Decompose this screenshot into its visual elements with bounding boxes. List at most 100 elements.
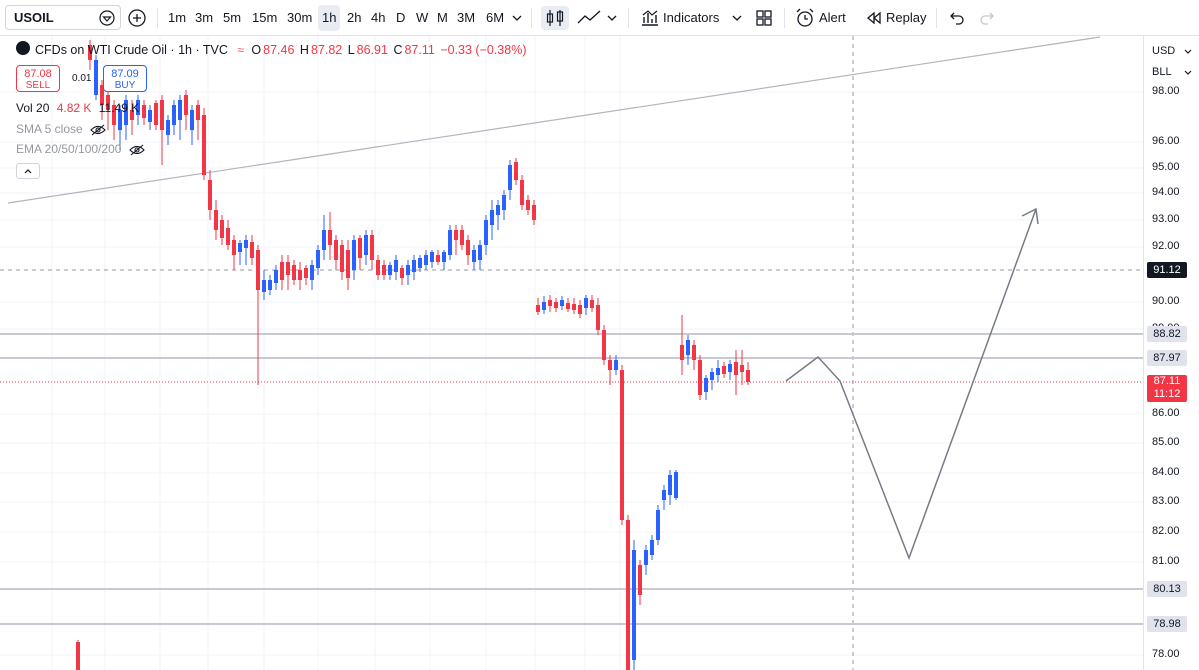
legend-title[interactable]: CFDs on WTI Crude Oil · 1h · TVC (35, 43, 228, 57)
candle-body (226, 228, 230, 245)
sell-price: 87.08 (24, 68, 52, 80)
volume-value-b: 11.49 K (98, 101, 140, 115)
close-value: 87.11 (404, 43, 435, 57)
candle-body (232, 240, 236, 255)
toolbar-divider (531, 8, 532, 28)
unit-selector[interactable]: BLL (1152, 66, 1172, 78)
symbol-search[interactable]: USOIL (5, 5, 121, 30)
candle-body (520, 180, 524, 205)
alarm-clock-icon[interactable] (793, 6, 817, 30)
timeframe-3m[interactable]: 3m (195, 10, 214, 25)
currency-selector[interactable]: USD (1152, 45, 1176, 57)
compare-symbol-icon[interactable] (98, 9, 116, 27)
candle-body (424, 255, 428, 265)
top-toolbar: USOIL 1m 3m 5m 15m 30m 1h 2h 4h D W M 3M 6M Indicato… (0, 0, 1199, 36)
timeframe-d[interactable]: D (396, 10, 406, 25)
candle-body (692, 345, 696, 360)
candles-chart-type-icon[interactable] (541, 6, 569, 30)
collapse-legend-button[interactable] (16, 163, 40, 179)
undo-icon[interactable] (944, 6, 968, 30)
timeframe-4h[interactable]: 4h (371, 10, 386, 25)
redo-icon[interactable] (976, 6, 1000, 30)
open-label: O (251, 43, 262, 57)
indicators-button[interactable]: Indicators (663, 10, 720, 25)
buy-button[interactable]: 87.09 BUY (103, 65, 147, 92)
candle-body (674, 472, 678, 498)
candle-body (686, 340, 690, 355)
candle-body (340, 245, 344, 272)
replay-rewind-icon[interactable] (862, 6, 886, 30)
low-label: L (347, 43, 355, 57)
price-tick-label: 85.00 (1152, 436, 1180, 448)
sma-indicator-row[interactable]: SMA 5 close (16, 122, 106, 136)
candle-body (406, 265, 410, 275)
price-level-label[interactable]: 91.12 (1147, 262, 1187, 278)
candle-body (502, 195, 506, 210)
price-level-label[interactable]: 87.97 (1147, 350, 1187, 366)
candlestick-chart[interactable] (0, 36, 1143, 670)
timeframe-w[interactable]: W (416, 10, 429, 25)
sell-button[interactable]: 87.08 SELL (16, 65, 60, 92)
toolbar-divider (628, 8, 629, 28)
candle-body (632, 550, 636, 660)
candle-body (388, 265, 392, 275)
current-price-value: 87.11 (1153, 375, 1181, 387)
line-chart-type-icon[interactable] (575, 6, 603, 30)
ema-indicator-row[interactable]: EMA 20/50/100/200 (16, 142, 145, 156)
add-symbol-icon[interactable] (125, 6, 149, 30)
timeframe-1h[interactable]: 1h (318, 5, 341, 31)
candle-body (274, 270, 278, 283)
indicators-chevron-down-icon[interactable] (730, 6, 744, 30)
candle-body (334, 240, 338, 260)
timeframe-2h[interactable]: 2h (347, 10, 362, 25)
candle-body (346, 250, 350, 278)
price-level-label[interactable]: 88.82 (1147, 326, 1187, 342)
timeframe-m[interactable]: M (437, 10, 448, 25)
hidden-eye-icon[interactable] (128, 144, 145, 156)
currency-chevron-down-icon[interactable] (1183, 46, 1193, 58)
candle-body (322, 230, 326, 250)
price-level-label[interactable]: 78.98 (1147, 616, 1187, 632)
candle-body (100, 85, 104, 105)
candle-body (244, 240, 248, 248)
projection-path (785, 208, 1037, 561)
timeframe-6m[interactable]: 6M (486, 10, 505, 25)
candle-body (572, 304, 576, 310)
replay-button[interactable]: Replay (886, 10, 927, 25)
buy-price: 87.09 (111, 68, 139, 80)
current-price-label: 87.11 11:12 (1147, 375, 1187, 402)
price-tick-label: 83.00 (1152, 495, 1180, 507)
candle-body (430, 252, 434, 262)
timeframe-3m[interactable]: 3M (457, 10, 476, 25)
candle-body (184, 95, 188, 115)
candle-body (746, 370, 750, 382)
volume-indicator-row[interactable]: Vol 20 4.82 K 11.49 K (16, 101, 139, 115)
chart-type-chevron-down-icon[interactable] (605, 6, 619, 30)
high-label: H (299, 43, 309, 57)
high-value: 87.82 (310, 43, 343, 57)
unit-chevron-down-icon[interactable] (1183, 67, 1193, 79)
candle-body (148, 110, 152, 122)
timeframe-30m[interactable]: 30m (287, 10, 313, 25)
indicators-icon[interactable] (638, 6, 662, 30)
price-tick-label: 94.00 (1152, 186, 1180, 198)
chart-pane[interactable] (0, 36, 1143, 670)
layout-grid-icon[interactable] (752, 6, 776, 30)
timeframe-1m[interactable]: 1m (168, 10, 187, 25)
legend-row: CFDs on WTI Crude Oil · 1h · TVC ≈ O 87.4… (35, 43, 528, 57)
timeframe-5m[interactable]: 5m (223, 10, 242, 25)
timeframe-15m[interactable]: 15m (252, 10, 278, 25)
candle-body (370, 235, 374, 260)
candle-body (514, 162, 518, 180)
timeframe-chevron-down-icon[interactable] (510, 6, 524, 30)
candle-body (256, 250, 260, 290)
candle-body (484, 220, 488, 245)
hidden-eye-icon[interactable] (90, 124, 106, 136)
price-level-label[interactable]: 80.13 (1147, 581, 1187, 597)
candle-body (328, 230, 332, 245)
candle-body (698, 360, 702, 395)
candle-body (262, 280, 266, 292)
alert-button[interactable]: Alert (819, 10, 846, 25)
candle-body (142, 105, 146, 118)
candle-body (292, 265, 296, 280)
